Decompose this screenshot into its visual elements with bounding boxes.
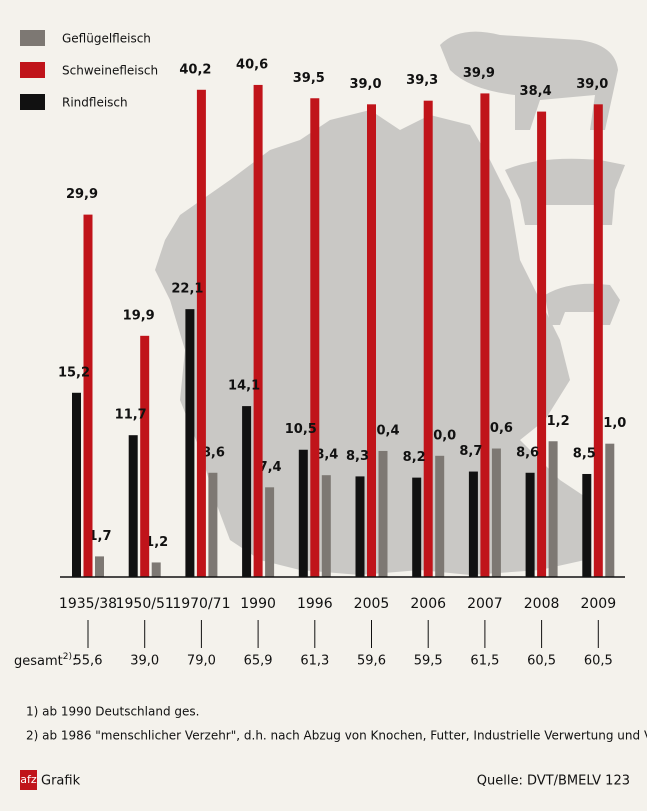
value-label: 8,5 (573, 446, 596, 461)
x-tick-label: 2008 (524, 596, 560, 612)
totals-superscript: 2) (63, 652, 72, 662)
logo: afz (20, 773, 37, 786)
total-label: 65,9 (244, 654, 273, 669)
bar (140, 335, 150, 577)
value-label: 39,0 (349, 77, 381, 92)
legend-label: Geflügelfleisch (62, 32, 151, 46)
bar (468, 471, 478, 577)
logo-text: Grafik (41, 774, 81, 789)
x-tick-label: 1996 (297, 596, 333, 612)
value-label: 40,6 (236, 57, 268, 72)
x-tick-label: 1970/71 (172, 596, 230, 612)
value-label: 29,9 (66, 187, 98, 202)
total-label: 55,6 (74, 654, 103, 669)
footnote: 2) ab 1986 "menschlicher Verzehr", d.h. … (26, 729, 647, 743)
bar (208, 472, 218, 577)
x-tick-label: 2006 (410, 596, 446, 612)
x-tick-label: 2009 (580, 596, 616, 612)
value-label: 10,5 (285, 422, 317, 437)
value-label: 39,0 (576, 77, 608, 92)
bar (367, 104, 376, 577)
bar (582, 473, 592, 577)
bar (151, 562, 161, 577)
bar (196, 89, 206, 577)
bar (593, 104, 603, 577)
totals-label-text: gesamt (14, 654, 63, 669)
bar (605, 443, 615, 577)
legend: Geflügelfleisch Schweinefleisch Rindfleisc… (20, 30, 158, 110)
total-label: 60,5 (584, 654, 613, 669)
total-label: 61,5 (470, 654, 499, 669)
totals-label: gesamt2): (14, 652, 76, 669)
total-label: 60,5 (527, 654, 556, 669)
bar (378, 450, 388, 577)
value-label: 8,4 (315, 448, 338, 463)
bar (491, 448, 501, 577)
x-tick-label: 2005 (354, 596, 390, 612)
value-label: 38,4 (520, 84, 552, 99)
bar (128, 435, 138, 577)
legend-swatch (20, 62, 45, 78)
bar (95, 556, 104, 577)
bar (298, 449, 308, 577)
bar (242, 406, 252, 577)
total-label: 59,6 (357, 654, 386, 669)
value-label: 40,2 (179, 62, 211, 77)
bar (525, 472, 535, 577)
value-label: 7,4 (259, 460, 282, 475)
value-label: 22,1 (171, 282, 203, 297)
value-label: 39,9 (463, 66, 495, 81)
total-label: 79,0 (187, 654, 216, 669)
total-label: 59,5 (414, 654, 443, 669)
x-tick-label: 2007 (467, 596, 503, 612)
value-label: 11,7 (115, 408, 147, 423)
bar (72, 392, 81, 577)
x-tick-label: 1950/51 (116, 596, 174, 612)
x-tick-label: 1935/38 (59, 596, 117, 612)
legend-label: Rindfleisch (62, 96, 128, 110)
value-label: 39,5 (293, 71, 325, 86)
plot: 1935/38 55,6 1,7 29,9 15,2 1950/51 39,0 1,2 19,9… (58, 57, 626, 668)
legend-swatch (20, 94, 45, 110)
value-label: 1,7 (88, 529, 111, 544)
bar (480, 93, 490, 578)
bar (423, 100, 433, 578)
legend-swatch (20, 30, 45, 46)
value-label: 8,2 (403, 450, 426, 465)
footnote: 1) ab 1990 Deutschland ges. (26, 705, 199, 719)
value-label: 39,3 (406, 73, 438, 88)
bar (265, 487, 275, 577)
value-label: 1,2 (145, 535, 168, 550)
source: Quelle: DVT/BMELV 123 (477, 774, 630, 789)
total-label: 39,0 (130, 654, 159, 669)
value-label: 19,9 (123, 308, 155, 323)
logo-box (20, 770, 37, 790)
bar (412, 477, 422, 577)
bar (310, 98, 320, 577)
bar (83, 214, 93, 577)
bar (253, 84, 263, 577)
value-label: 8,3 (346, 449, 369, 464)
totals-suffix: : (72, 654, 76, 669)
value-label: 8,6 (202, 445, 225, 460)
value-label: 8,6 (516, 445, 539, 460)
value-label: 8,7 (459, 444, 482, 459)
total-label: 61,3 (300, 654, 329, 669)
bar (548, 441, 558, 577)
bar (321, 475, 331, 577)
value-label: 15,2 (58, 365, 90, 380)
bar (435, 455, 445, 577)
x-tick-label: 1990 (240, 596, 276, 612)
value-label: 14,1 (228, 379, 260, 394)
bar (537, 111, 547, 577)
bar (185, 309, 195, 577)
bar (355, 476, 365, 577)
legend-label: Schweinefleisch (62, 64, 158, 78)
